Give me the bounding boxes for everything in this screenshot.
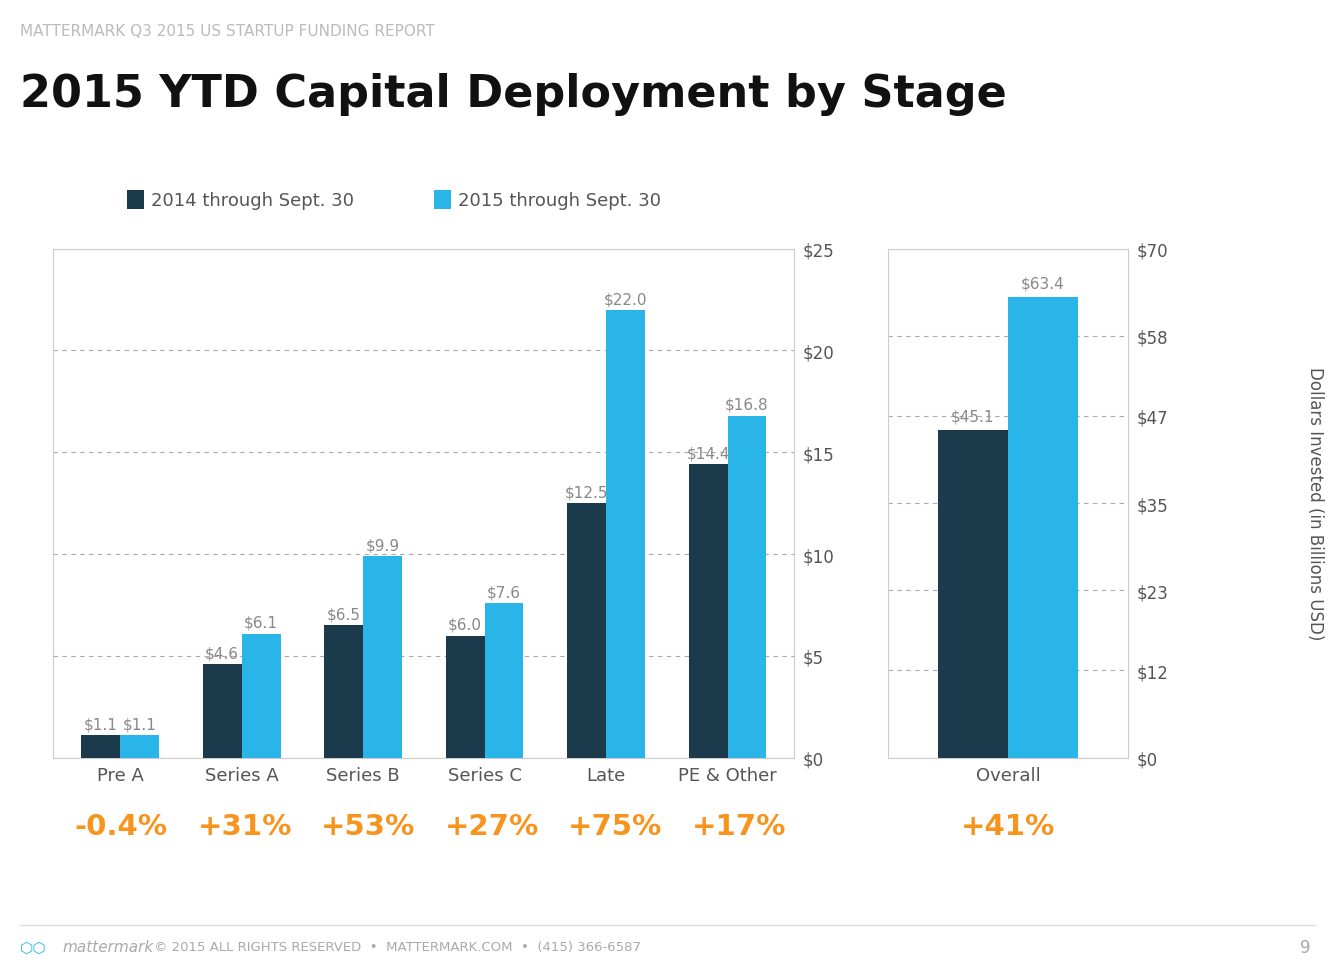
Bar: [324, 626, 363, 758]
Bar: [1008, 297, 1077, 758]
Bar: [363, 556, 402, 758]
Text: 2015 YTD Capital Deployment by Stage: 2015 YTD Capital Deployment by Stage: [20, 73, 1007, 116]
Bar: [446, 636, 485, 758]
Text: +17%: +17%: [692, 813, 786, 840]
Text: 9: 9: [1300, 938, 1311, 956]
Text: Dollars Invested (in Billions USD): Dollars Invested (in Billions USD): [1306, 367, 1324, 641]
Text: $63.4: $63.4: [1021, 277, 1065, 291]
Text: $6.1: $6.1: [244, 615, 278, 630]
Bar: [939, 430, 1008, 758]
Text: 2014 through Sept. 30: 2014 through Sept. 30: [151, 192, 354, 209]
Bar: [120, 735, 159, 758]
Bar: [485, 603, 523, 758]
Bar: [689, 465, 728, 758]
Bar: [728, 417, 766, 758]
Text: $14.4: $14.4: [686, 446, 730, 462]
Bar: [606, 310, 645, 758]
Text: MATTERMARK Q3 2015 US STARTUP FUNDING REPORT: MATTERMARK Q3 2015 US STARTUP FUNDING RE…: [20, 24, 435, 39]
Text: +31%: +31%: [198, 813, 292, 840]
Text: $1.1: $1.1: [84, 717, 117, 732]
Text: $6.0: $6.0: [449, 617, 482, 632]
Text: $7.6: $7.6: [487, 585, 521, 600]
Text: +41%: +41%: [961, 813, 1055, 840]
Text: $22.0: $22.0: [603, 291, 647, 307]
Text: 2015 through Sept. 30: 2015 through Sept. 30: [458, 192, 661, 209]
Text: +75%: +75%: [569, 813, 662, 840]
Bar: [81, 735, 120, 758]
Text: © 2015 ALL RIGHTS RESERVED  •  MATTERMARK.COM  •  (415) 366-6587: © 2015 ALL RIGHTS RESERVED • MATTERMARK.…: [154, 940, 641, 954]
Text: $16.8: $16.8: [725, 397, 769, 413]
Text: $1.1: $1.1: [123, 717, 156, 732]
Text: +27%: +27%: [445, 813, 539, 840]
Text: +53%: +53%: [322, 813, 415, 840]
Text: $45.1: $45.1: [952, 410, 995, 424]
Text: $12.5: $12.5: [565, 485, 609, 500]
Bar: [203, 664, 242, 758]
Text: $6.5: $6.5: [327, 607, 360, 622]
Text: -0.4%: -0.4%: [75, 813, 168, 840]
Bar: [242, 634, 280, 758]
Text: $4.6: $4.6: [206, 645, 239, 661]
Text: $9.9: $9.9: [366, 538, 399, 553]
Text: mattermark: mattermark: [63, 939, 154, 955]
Bar: [567, 504, 606, 758]
Text: ⬡⬡: ⬡⬡: [20, 939, 47, 955]
